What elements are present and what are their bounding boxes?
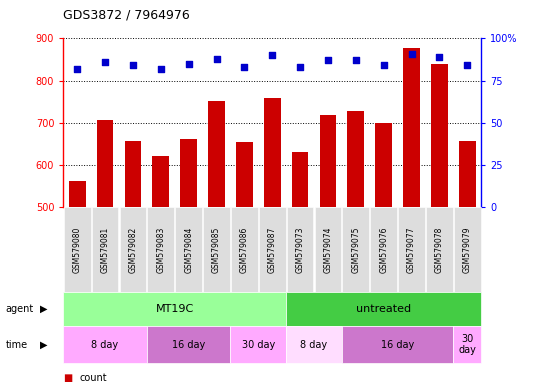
Bar <box>124 141 141 207</box>
Text: 8 day: 8 day <box>91 339 119 350</box>
Bar <box>208 101 225 207</box>
Point <box>407 51 416 57</box>
Text: ▶: ▶ <box>40 304 47 314</box>
Text: 8 day: 8 day <box>300 339 328 350</box>
Text: ■: ■ <box>63 373 73 383</box>
Point <box>156 66 165 72</box>
Point <box>379 62 388 68</box>
Text: count: count <box>80 373 107 383</box>
Bar <box>264 98 280 207</box>
Text: GSM579074: GSM579074 <box>323 226 333 273</box>
Point <box>129 62 138 68</box>
Point <box>101 59 109 65</box>
Text: MT19C: MT19C <box>156 304 194 314</box>
Point <box>351 57 360 63</box>
Bar <box>431 64 448 207</box>
Bar <box>97 120 113 207</box>
Text: GSM579078: GSM579078 <box>435 227 444 273</box>
Bar <box>320 115 337 207</box>
Text: GSM579073: GSM579073 <box>295 226 305 273</box>
Point <box>268 52 277 58</box>
Point <box>184 61 193 67</box>
Text: GSM579083: GSM579083 <box>156 227 166 273</box>
Point <box>296 64 305 70</box>
Bar <box>236 142 253 207</box>
Text: GSM579086: GSM579086 <box>240 227 249 273</box>
Text: agent: agent <box>6 304 34 314</box>
Point <box>240 64 249 70</box>
Bar <box>292 152 309 207</box>
Text: 16 day: 16 day <box>381 339 414 350</box>
Point <box>435 54 444 60</box>
Point <box>73 66 81 72</box>
Text: GSM579076: GSM579076 <box>379 226 388 273</box>
Point <box>323 57 332 63</box>
Text: GSM579079: GSM579079 <box>463 226 472 273</box>
Bar <box>152 156 169 207</box>
Text: time: time <box>6 339 28 350</box>
Text: GSM579084: GSM579084 <box>184 227 193 273</box>
Text: GSM579077: GSM579077 <box>407 226 416 273</box>
Text: 30
day: 30 day <box>458 334 476 356</box>
Bar <box>69 181 86 207</box>
Bar <box>180 139 197 207</box>
Text: untreated: untreated <box>356 304 411 314</box>
Text: GSM579080: GSM579080 <box>73 227 82 273</box>
Text: GSM579087: GSM579087 <box>268 227 277 273</box>
Bar <box>459 141 476 207</box>
Bar <box>403 48 420 207</box>
Point <box>463 62 472 68</box>
Bar <box>348 111 364 207</box>
Text: ▶: ▶ <box>40 339 47 350</box>
Text: GSM579085: GSM579085 <box>212 227 221 273</box>
Text: GSM579075: GSM579075 <box>351 226 360 273</box>
Text: 30 day: 30 day <box>241 339 275 350</box>
Text: GSM579082: GSM579082 <box>128 227 138 273</box>
Bar <box>375 123 392 207</box>
Point <box>212 56 221 62</box>
Text: GDS3872 / 7964976: GDS3872 / 7964976 <box>63 8 190 21</box>
Text: 16 day: 16 day <box>172 339 205 350</box>
Text: GSM579081: GSM579081 <box>101 227 109 273</box>
